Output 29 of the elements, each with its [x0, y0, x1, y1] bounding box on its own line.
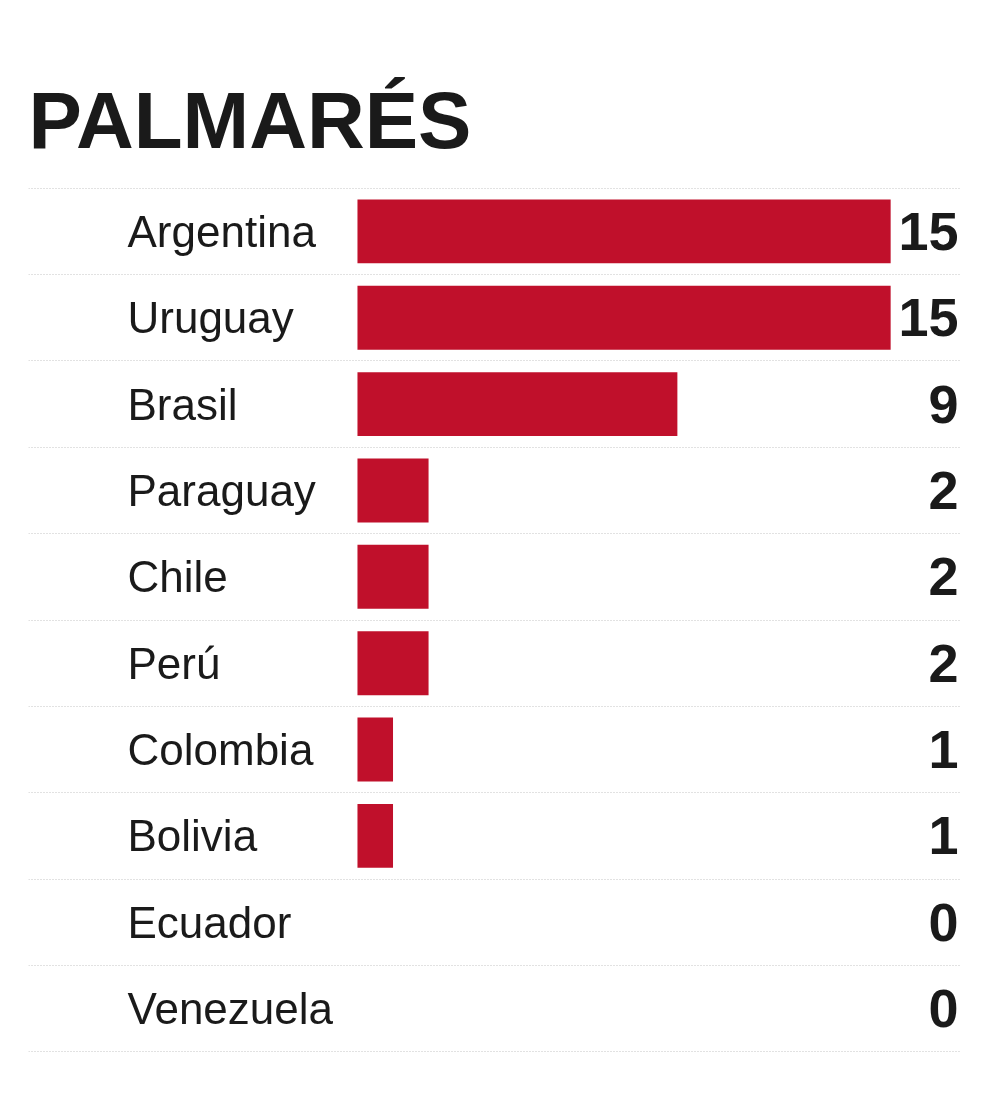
- y-tick-label: Chile: [127, 552, 228, 602]
- bar: [357, 803, 394, 868]
- y-tick-label: Colombia: [127, 725, 314, 775]
- bar: [357, 544, 429, 609]
- bar: [357, 372, 678, 437]
- y-tick-label: Bolivia: [127, 811, 258, 861]
- data-label: 0: [928, 891, 959, 952]
- y-tick-label: Argentina: [127, 206, 317, 256]
- bar: [357, 631, 429, 696]
- y-tick-label: Brasil: [127, 379, 238, 429]
- y-tick-label: Uruguay: [127, 293, 294, 343]
- bar: [357, 458, 429, 523]
- bar: [357, 717, 394, 782]
- bar: [357, 199, 891, 264]
- data-label: 15: [898, 287, 959, 348]
- y-tick-label: Ecuador: [127, 897, 292, 947]
- data-label: 2: [928, 632, 959, 693]
- data-label: 1: [928, 719, 959, 780]
- bar: [357, 285, 891, 350]
- data-label: 9: [928, 373, 959, 434]
- y-tick-label: Perú: [127, 638, 221, 688]
- data-label: 2: [928, 459, 959, 520]
- data-label: 0: [928, 978, 959, 1039]
- data-label: 1: [928, 805, 959, 866]
- data-label: 15: [898, 200, 959, 261]
- data-label: 2: [928, 546, 959, 607]
- y-tick-label: Paraguay: [127, 465, 316, 515]
- y-tick-label: Venezuela: [127, 984, 334, 1034]
- chart-title: PALMARÉS: [28, 75, 472, 165]
